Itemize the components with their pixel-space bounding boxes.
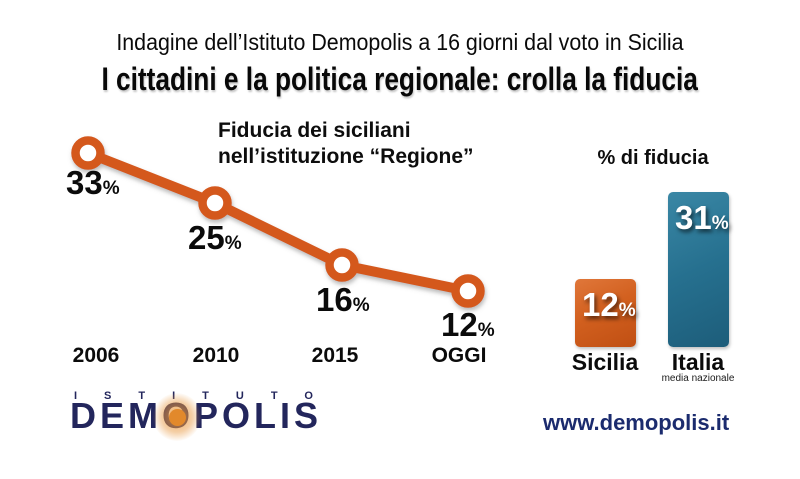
percent-sign: % bbox=[477, 320, 495, 341]
data-point-2010 bbox=[198, 186, 232, 220]
bar-value-sicilia: 12% bbox=[582, 288, 636, 327]
percent-sign: % bbox=[711, 213, 729, 234]
point-label-oggi: 12% bbox=[441, 308, 495, 347]
point-value: 25 bbox=[188, 219, 225, 256]
year-label-2015: 2015 bbox=[311, 344, 359, 367]
point-label-2006: 33% bbox=[66, 166, 120, 205]
bar-label-italia: Italia bbox=[671, 349, 725, 375]
data-point-2015 bbox=[325, 248, 359, 282]
percent-sign: % bbox=[618, 300, 636, 321]
slide-title-text: I cittadini e la politica regionale: cro… bbox=[101, 61, 699, 97]
percent-sign: % bbox=[224, 233, 242, 254]
year-label-2010: 2010 bbox=[192, 344, 240, 367]
line-chart-title: Fiducia dei siciliani nell’istituzione “… bbox=[218, 118, 474, 170]
survey-caption: Indagine dell’Istituto Demopolis a 16 gi… bbox=[0, 30, 800, 55]
point-value: 33 bbox=[66, 164, 103, 201]
bar-italia: 31% bbox=[668, 192, 729, 347]
trend-line bbox=[86, 148, 470, 296]
bar-sicilia: 12% bbox=[575, 279, 636, 347]
point-label-2010: 25% bbox=[188, 221, 242, 260]
bar-sublabel-italia: media nazionale bbox=[661, 373, 735, 384]
survey-caption-text: Indagine dell’Istituto Demopolis a 16 gi… bbox=[116, 29, 684, 55]
bar-value-italia: 31% bbox=[675, 201, 729, 240]
bar-value: 12 bbox=[582, 286, 619, 323]
bar-label-sicilia: Sicilia bbox=[571, 349, 639, 375]
bar-value: 31 bbox=[675, 199, 712, 236]
orange-dot-icon bbox=[169, 409, 186, 426]
slide-title: I cittadini e la politica regionale: cro… bbox=[0, 61, 800, 97]
logo-istituto-text: ISTITUTO bbox=[74, 390, 340, 402]
percent-sign: % bbox=[102, 178, 120, 199]
point-value: 16 bbox=[316, 281, 353, 318]
line-chart-title-line1: Fiducia dei siciliani bbox=[218, 119, 411, 142]
line-chart-title-line2: nell’istituzione “Regione” bbox=[218, 145, 474, 168]
year-label-2006: 2006 bbox=[72, 344, 120, 367]
year-label-oggi: OGGI bbox=[431, 344, 487, 367]
percent-sign: % bbox=[352, 295, 370, 316]
bar-chart-title: % di fiducia bbox=[597, 147, 709, 169]
point-label-2015: 16% bbox=[316, 283, 370, 322]
website-url: www.demopolis.it bbox=[543, 410, 730, 435]
point-value: 12 bbox=[441, 306, 478, 343]
data-point-2006 bbox=[71, 136, 105, 170]
data-point-oggi bbox=[451, 274, 485, 308]
